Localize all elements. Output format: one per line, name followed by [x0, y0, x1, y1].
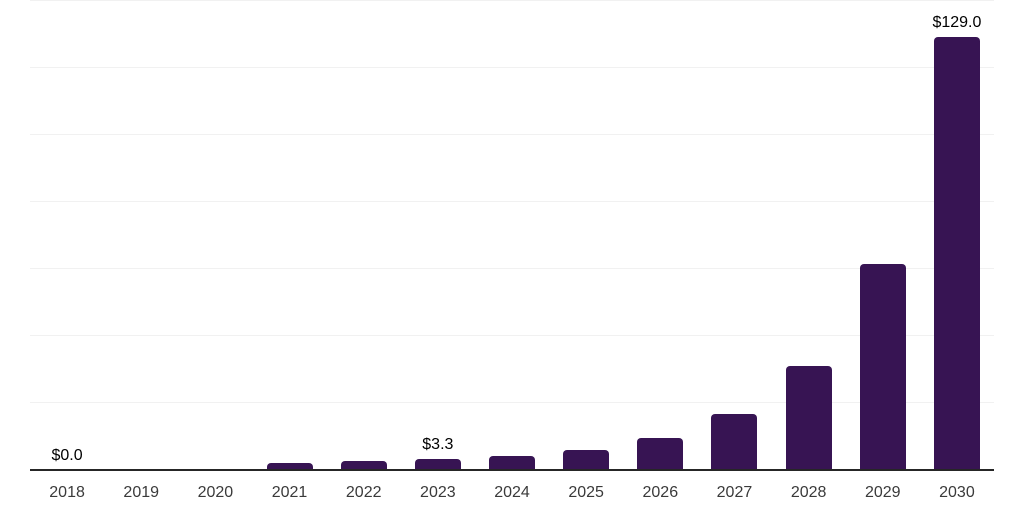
bar-2024 [489, 455, 535, 470]
bar-2021 [266, 463, 313, 470]
bar-2026 [637, 438, 684, 470]
x-tick-label-2030: 2030 [939, 484, 975, 501]
bar-2028 [785, 365, 832, 470]
x-tick-label-2023: 2023 [420, 484, 456, 501]
x-tick-label-2025: 2025 [568, 484, 604, 501]
bar-2029 [859, 263, 906, 470]
x-tick-label-2028: 2028 [790, 484, 827, 501]
bar-value-label-2030: $129.0 [932, 13, 982, 31]
gridline-100 [30, 133, 994, 135]
x-tick-label-2018: 2018 [49, 484, 85, 501]
x-tick-label-2022: 2022 [345, 484, 382, 501]
x-axis-line [30, 469, 994, 471]
bar-2022 [340, 460, 387, 470]
bar-2023 [414, 458, 461, 470]
bar-2025 [563, 450, 610, 470]
gridline-80 [30, 200, 994, 202]
bar-2027 [711, 413, 758, 470]
bar-value-label-2018: $0.0 [51, 447, 83, 464]
x-tick-label-2021: 2021 [271, 484, 308, 501]
x-tick-label-2019: 2019 [123, 484, 160, 501]
gridline-60 [30, 268, 994, 270]
x-tick-label-2029: 2029 [864, 484, 901, 501]
bar-2030 [933, 36, 980, 470]
x-tick-label-2026: 2026 [642, 484, 679, 501]
bar-value-label-2023: $3.3 [422, 435, 454, 453]
gridline-40 [30, 335, 994, 337]
gridline-120 [30, 66, 994, 68]
x-tick-label-2024: 2024 [494, 484, 530, 501]
x-tick-label-2027: 2027 [716, 484, 753, 501]
gridline-20 [30, 402, 994, 404]
x-tick-label-2020: 2020 [197, 484, 234, 501]
gridline-140 [30, 0, 994, 1]
